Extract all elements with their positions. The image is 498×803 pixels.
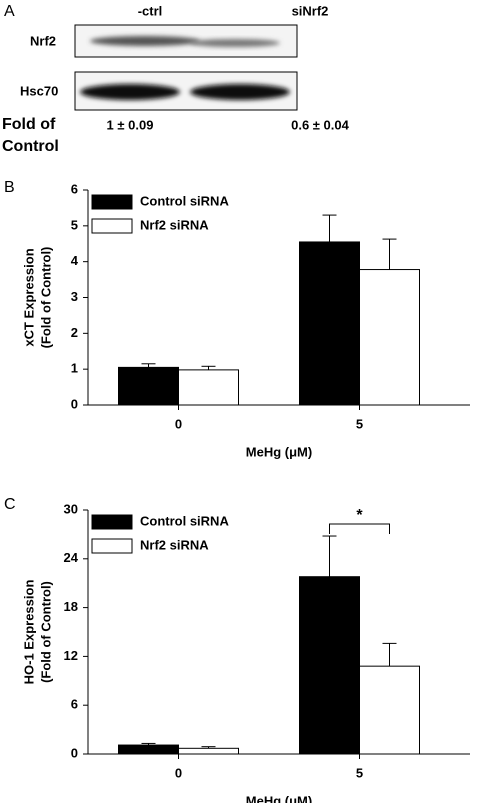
significance-bracket: [329, 523, 390, 535]
y-tick-label: 18: [64, 599, 78, 614]
y-tick-label: 30: [64, 501, 78, 516]
row-label: Nrf2: [30, 33, 56, 48]
legend-swatch: [91, 538, 133, 554]
blot-band: [90, 36, 200, 46]
x-tick-label: 0: [175, 416, 182, 431]
bar: [299, 241, 360, 406]
quant-value: 0.6 ± 0.04: [291, 117, 350, 132]
legend-swatch: [91, 218, 133, 234]
x-tick-label: 0: [175, 765, 182, 780]
y-tick-label: 6: [71, 181, 78, 196]
x-axis-label: MeHg (μM): [246, 444, 312, 459]
y-axis-label: xCT Expression: [21, 248, 36, 346]
y-tick-label: 12: [64, 648, 78, 663]
bar: [178, 369, 239, 406]
blot-band: [80, 84, 180, 100]
y-tick-label: 1: [71, 361, 78, 376]
bar: [359, 665, 420, 755]
legend-label: Nrf2 siRNA: [140, 537, 209, 552]
y-axis-label: HO-1 Expression: [21, 580, 36, 685]
y-tick-label: 0: [71, 745, 78, 760]
y-tick-label: 4: [71, 253, 79, 268]
panel-label: A: [4, 3, 15, 20]
y-tick-label: 0: [71, 396, 78, 411]
legend-label: Nrf2 siRNA: [140, 217, 209, 232]
blot-band: [190, 84, 290, 100]
y-axis-label: (Fold of Control): [38, 247, 53, 349]
legend-swatch: [91, 514, 133, 530]
bar: [299, 576, 360, 755]
x-tick-label: 5: [356, 765, 363, 780]
row-label: Hsc70: [20, 83, 58, 98]
bar: [118, 366, 179, 406]
quant-value: 1 ± 0.09: [107, 117, 154, 132]
quant-label: Fold of: [2, 116, 56, 133]
y-tick-label: 6: [71, 697, 78, 712]
x-axis-label: MeHg (μM): [246, 793, 312, 803]
blot-band: [190, 39, 280, 47]
panel-label: C: [4, 496, 16, 513]
panel-label: B: [4, 179, 15, 196]
bar: [178, 747, 239, 755]
lane-label: siNrf2: [292, 3, 329, 18]
legend-label: Control siRNA: [140, 513, 229, 528]
bar: [359, 269, 420, 406]
y-tick-label: 3: [71, 289, 78, 304]
annotation: *: [356, 507, 363, 524]
y-tick-label: 2: [71, 325, 78, 340]
legend-label: Control siRNA: [140, 193, 229, 208]
legend-swatch: [91, 194, 133, 210]
lane-label: -ctrl: [138, 3, 163, 18]
x-tick-label: 5: [356, 416, 363, 431]
bar: [118, 744, 179, 755]
y-axis-label: (Fold of Control): [38, 581, 53, 683]
y-tick-label: 24: [64, 550, 79, 565]
y-tick-label: 5: [71, 217, 78, 232]
quant-label: Control: [2, 138, 59, 155]
